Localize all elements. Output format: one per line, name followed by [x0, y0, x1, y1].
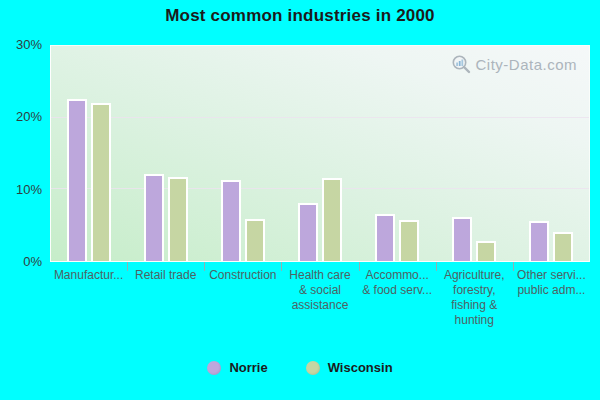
y-axis-label-20%: 20%	[0, 110, 42, 124]
legend-swatch-norrie	[207, 361, 221, 375]
bar-wisconsin-7	[553, 232, 573, 261]
x-axis-label-line: Other servi...	[517, 268, 586, 283]
bar-group-7	[512, 46, 589, 261]
bar-norrie-3	[221, 180, 241, 261]
bar-group-2	[128, 46, 205, 261]
bar-norrie-2	[144, 174, 164, 261]
y-axis-label-30%: 30%	[0, 38, 42, 52]
bar-wisconsin-4	[322, 178, 342, 261]
x-axis-label-line: & food serv...	[362, 283, 432, 298]
magnifier-chart-icon	[451, 54, 471, 74]
bar-group-4	[282, 46, 359, 261]
x-axis-label-1: Manufactur...	[54, 268, 123, 283]
x-axis-label-line: assistance	[289, 298, 350, 313]
bar-wisconsin-5	[399, 220, 419, 261]
x-axis-label-2: Retail trade	[135, 268, 196, 283]
x-axis-label-5: Accommo...& food serv...	[362, 268, 432, 298]
x-axis-label-6: Agriculture,forestry,fishing &hunting	[444, 268, 505, 328]
bar-wisconsin-3	[245, 219, 265, 261]
bar-wisconsin-1	[91, 103, 111, 261]
bar-norrie-4	[298, 203, 318, 261]
bar-wisconsin-2	[168, 177, 188, 261]
x-axis-label-line: forestry,	[444, 283, 505, 298]
bar-norrie-1	[67, 99, 87, 261]
x-axis-label-line: Manufactur...	[54, 268, 123, 283]
legend-label: Norrie	[229, 360, 267, 375]
x-axis-label-line: fishing &	[444, 298, 505, 313]
x-axis-label-line: hunting	[444, 313, 505, 328]
legend-item-norrie: Norrie	[207, 360, 267, 375]
watermark-text: City-Data.com	[475, 56, 577, 73]
y-axis-label-0%: 0%	[0, 255, 42, 269]
bar-norrie-7	[529, 221, 549, 261]
watermark: City-Data.com	[451, 54, 577, 74]
chart-title: Most common industries in 2000	[0, 6, 600, 26]
bar-group-6	[435, 46, 512, 261]
x-axis-label-line: & social	[289, 283, 350, 298]
x-axis-label-3: Construction	[209, 268, 276, 283]
x-axis-label-line: Construction	[209, 268, 276, 283]
bar-group-3	[205, 46, 282, 261]
x-axis-label-line: Retail trade	[135, 268, 196, 283]
legend-label: Wisconsin	[328, 360, 393, 375]
bar-group-5	[358, 46, 435, 261]
x-axis-label-line: Health care	[289, 268, 350, 283]
y-axis-label-10%: 10%	[0, 183, 42, 197]
bar-series-container	[51, 46, 589, 261]
x-axis-label-line: Accommo...	[362, 268, 432, 283]
bar-group-1	[51, 46, 128, 261]
bar-norrie-5	[375, 214, 395, 261]
legend-swatch-wisconsin	[306, 361, 320, 375]
x-axis-labels: Manufactur... Retail trade Construction Hea…	[50, 268, 590, 332]
legend-item-wisconsin: Wisconsin	[306, 360, 393, 375]
y-axis: 0%10%20%30%	[0, 45, 44, 262]
plot-area: City-Data.com	[50, 45, 590, 262]
bar-norrie-6	[452, 217, 472, 261]
legend: Norrie Wisconsin	[0, 360, 600, 375]
x-axis-label-line: Agriculture,	[444, 268, 505, 283]
x-axis-label-7: Other servi...public adm...	[517, 268, 586, 298]
x-axis-label-4: Health care& socialassistance	[289, 268, 350, 313]
x-axis-label-line: public adm...	[517, 283, 586, 298]
bar-wisconsin-6	[476, 241, 496, 261]
